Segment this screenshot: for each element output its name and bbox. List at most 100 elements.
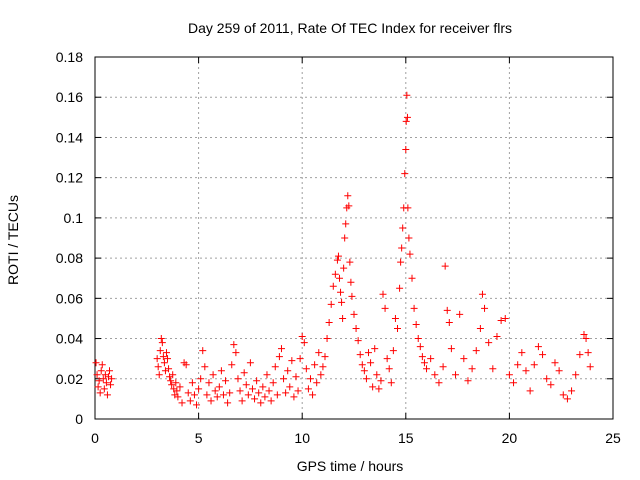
- chart-title: Day 259 of 2011, Rate Of TEC Index for r…: [188, 20, 512, 36]
- data-point: [547, 381, 555, 389]
- data-point: [238, 397, 246, 405]
- data-point: [255, 389, 263, 397]
- data-point: [344, 192, 352, 200]
- data-point: [360, 367, 368, 375]
- data-point: [526, 387, 534, 395]
- data-point: [514, 361, 522, 369]
- data-point: [251, 395, 259, 403]
- data-point: [586, 363, 594, 371]
- data-point: [345, 202, 353, 210]
- data-point: [342, 220, 350, 228]
- data-point: [377, 377, 385, 385]
- y-axis-label: ROTI / TECUs: [5, 195, 21, 285]
- data-point: [396, 284, 404, 292]
- y-tick-label: 0.1: [64, 210, 84, 226]
- data-point: [456, 310, 464, 318]
- data-point: [190, 391, 198, 399]
- data-point: [280, 375, 288, 383]
- data-point: [404, 204, 412, 212]
- data-point: [205, 379, 213, 387]
- y-tick-label: 0.16: [56, 89, 83, 105]
- data-point: [352, 325, 360, 332]
- data-point: [397, 258, 405, 266]
- data-point: [184, 389, 192, 397]
- data-point: [213, 393, 221, 401]
- x-tick-label: 15: [398, 430, 414, 446]
- data-point: [107, 381, 115, 389]
- data-point: [304, 385, 312, 393]
- data-point: [209, 371, 217, 379]
- data-point: [325, 318, 333, 326]
- data-point: [228, 361, 236, 369]
- data-point: [96, 389, 104, 397]
- x-tick-label: 25: [605, 430, 621, 446]
- data-point: [309, 391, 317, 399]
- data-point: [399, 224, 407, 232]
- data-point: [176, 383, 184, 391]
- data-point: [412, 320, 420, 328]
- data-point: [356, 351, 364, 359]
- data-point: [195, 385, 203, 393]
- data-point: [489, 365, 497, 373]
- data-point: [224, 399, 232, 407]
- x-axis-label: GPS time / hours: [297, 458, 404, 474]
- data-point: [534, 343, 542, 351]
- data-point: [510, 379, 518, 387]
- data-point: [559, 391, 567, 399]
- data-point: [582, 335, 590, 343]
- data-point: [418, 353, 426, 361]
- data-point: [402, 146, 410, 154]
- data-point: [403, 91, 411, 99]
- data-point: [572, 371, 580, 379]
- data-point: [92, 359, 100, 367]
- y-tick-label: 0.14: [56, 129, 83, 145]
- data-point: [95, 377, 103, 385]
- data-point: [435, 379, 443, 387]
- data-point: [100, 385, 108, 393]
- data-point: [193, 401, 201, 409]
- data-point: [321, 353, 329, 361]
- data-point: [108, 375, 116, 383]
- data-point: [340, 264, 348, 272]
- data-point: [543, 375, 551, 383]
- y-tick-label: 0: [75, 411, 83, 427]
- data-point: [188, 379, 196, 387]
- data-point: [327, 300, 335, 308]
- data-point: [348, 292, 356, 300]
- data-point: [288, 357, 296, 365]
- data-point: [232, 349, 240, 357]
- data-point: [416, 343, 424, 351]
- data-points: [92, 91, 594, 409]
- data-point: [290, 393, 298, 401]
- data-point: [341, 234, 349, 242]
- data-point: [468, 365, 476, 373]
- data-point: [403, 113, 411, 121]
- data-point: [253, 377, 261, 385]
- data-point: [371, 345, 379, 353]
- data-point: [158, 339, 166, 347]
- data-point: [334, 252, 342, 260]
- data-point: [323, 335, 331, 343]
- x-tick-label: 10: [294, 430, 310, 446]
- data-point: [420, 359, 428, 367]
- data-point: [103, 391, 111, 399]
- data-point: [226, 389, 234, 397]
- data-point: [313, 379, 321, 387]
- data-point: [338, 298, 346, 306]
- data-point: [317, 371, 325, 379]
- data-point: [157, 335, 165, 343]
- data-point: [315, 349, 323, 357]
- data-point: [172, 379, 180, 387]
- data-point: [379, 290, 387, 298]
- data-point: [98, 361, 106, 369]
- data-point: [401, 170, 409, 178]
- data-point: [439, 363, 447, 371]
- data-point: [555, 367, 563, 375]
- data-point: [306, 375, 314, 383]
- data-point: [219, 391, 227, 399]
- data-point: [248, 385, 256, 393]
- data-point: [217, 367, 225, 375]
- data-point: [222, 377, 230, 385]
- data-point: [215, 383, 223, 391]
- data-point: [443, 306, 451, 314]
